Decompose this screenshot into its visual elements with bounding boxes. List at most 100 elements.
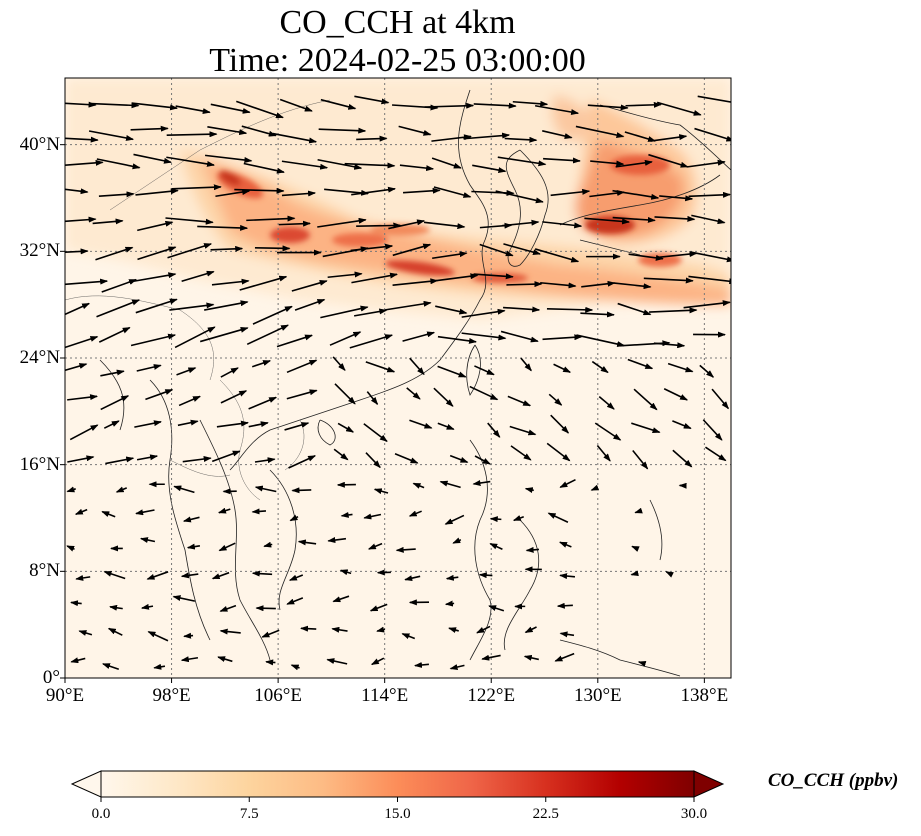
wind-arrow (503, 243, 541, 256)
wind-arrow (248, 421, 269, 428)
wind-arrow (241, 125, 277, 137)
wind-arrow (356, 222, 402, 229)
wind-arrow (449, 664, 465, 670)
colorbar-title: CO_CCH (ppbv) (768, 770, 899, 791)
lat-tick-label: 16°N (19, 453, 60, 475)
wind-arrow (69, 424, 99, 441)
wind-arrow (356, 135, 388, 142)
wind-arrow (474, 365, 495, 376)
wind-arrow (67, 394, 99, 401)
wind-arrow (139, 537, 156, 543)
wind-arrow (630, 570, 639, 577)
wind-arrow (92, 218, 124, 225)
wind-arrow (444, 514, 465, 525)
wind-arrow (178, 395, 201, 407)
wind-arrow (263, 541, 273, 548)
wind-arrow (140, 603, 154, 610)
wind-arrow (413, 661, 429, 668)
wind-arrow (584, 217, 631, 225)
wind-arrow (204, 300, 249, 311)
wind-arrow (366, 391, 379, 406)
wind-arrow (663, 388, 689, 401)
wind-arrow (317, 158, 363, 170)
wind-arrow (171, 184, 222, 191)
wind-arrow (559, 573, 576, 580)
wind-arrow (534, 248, 580, 263)
lat-tick-label: 8°N (29, 560, 60, 582)
map-title: CO_CCH at 4km (279, 4, 516, 41)
wind-arrow (254, 457, 276, 464)
wind-arrow (261, 629, 280, 638)
wind-arrow (181, 270, 215, 283)
wind-arrow (246, 324, 289, 346)
wind-arrow (103, 420, 120, 429)
wind-arrow (699, 364, 715, 378)
wind-arrow (286, 597, 304, 605)
wind-arrow (542, 130, 573, 139)
colorbar-extend-min (70, 770, 102, 798)
wind-arrow (524, 626, 537, 634)
wind-arrow (100, 369, 125, 377)
wind-arrow (546, 306, 594, 313)
wind-arrow (594, 422, 622, 441)
wind-arrow (176, 367, 197, 376)
wind-arrow (340, 511, 353, 518)
wind-arrow (354, 308, 388, 317)
wind-arrow (479, 243, 514, 257)
wind-arrow (495, 190, 544, 204)
wind-arrow (409, 419, 433, 429)
wind-arrow (489, 542, 503, 550)
wind-arrow (146, 571, 169, 580)
wind-arrow (65, 363, 88, 372)
wind-arrow (373, 488, 389, 495)
wind-arrow (559, 631, 575, 638)
wind-arrow (370, 657, 385, 666)
wind-arrow (581, 280, 616, 288)
wind-arrow (402, 187, 441, 194)
wind-arrow (251, 360, 272, 368)
wind-arrow (182, 456, 212, 463)
wind-arrow (101, 278, 137, 293)
wind-arrow (437, 365, 467, 378)
wind-arrow (186, 543, 201, 550)
wind-arrow (392, 278, 439, 286)
wind-arrow (656, 101, 702, 116)
wind-arrow (624, 131, 657, 142)
wind-arrow (473, 273, 514, 280)
wind-arrow (197, 224, 249, 231)
wind-arrow (543, 157, 581, 164)
wind-arrow (130, 125, 169, 132)
wind-arrow (435, 273, 479, 282)
wind-arrow (643, 277, 694, 284)
lat-tick-label: 32°N (19, 240, 60, 262)
wind-arrow (137, 220, 174, 232)
wind-arrow (665, 571, 674, 578)
colorbar-tick-label: 7.5 (239, 806, 259, 822)
wind-arrow (284, 422, 310, 431)
wind-arrow (488, 605, 505, 612)
wind-arrow (632, 449, 649, 470)
wind-arrow (657, 251, 698, 259)
wind-arrow (320, 305, 369, 319)
wind-arrow (70, 600, 82, 607)
wind-arrow (300, 625, 317, 632)
wind-arrow (100, 395, 130, 411)
wind-arrow (711, 388, 729, 410)
wind-arrow (444, 600, 455, 607)
wind-arrow (130, 333, 177, 347)
wind-arrow (135, 298, 178, 314)
wind-arrow (683, 300, 731, 309)
wind-arrow (363, 513, 382, 520)
wind-arrow (98, 191, 135, 198)
wind-arrow (219, 628, 241, 635)
wind-arrow (65, 188, 89, 195)
wind-arrow (331, 626, 348, 633)
lat-tick-label: 0° (42, 667, 60, 688)
wind-arrow (688, 275, 731, 285)
wind-arrow (183, 632, 194, 639)
wind-arrow (523, 654, 539, 661)
wind-arrow (625, 101, 662, 108)
wind-arrow (369, 603, 388, 612)
wind-arrow (388, 219, 426, 230)
wind-arrow (612, 216, 656, 223)
